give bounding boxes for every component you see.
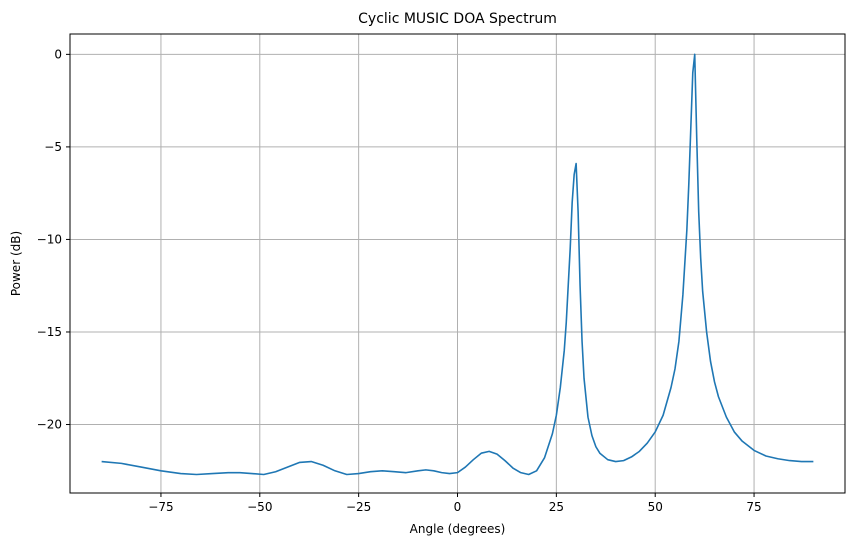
y-tick-label: 0 [54,47,62,61]
x-axis-label: Angle (degrees) [410,522,506,536]
y-tick-label: −15 [37,325,62,339]
x-tick-label: 50 [648,500,663,514]
y-axis-ticks: 0 −5 −10 −15 −20 [37,47,70,432]
x-tick-label: 75 [746,500,761,514]
plot-area [101,53,814,476]
grid-lines [70,34,845,493]
x-tick-label: −25 [346,500,371,514]
x-tick-label: −75 [148,500,173,514]
spectrum-line [101,53,814,476]
x-tick-label: −50 [247,500,272,514]
y-tick-label: −10 [37,232,62,246]
x-axis-ticks: −75 −50 −25 0 25 50 75 [148,493,762,514]
y-tick-label: −20 [37,418,62,432]
x-tick-label: 0 [454,500,462,514]
y-axis-label: Power (dB) [9,231,23,296]
x-tick-label: 25 [549,500,564,514]
chart-title: Cyclic MUSIC DOA Spectrum [358,11,557,27]
y-tick-label: −5 [44,140,62,154]
